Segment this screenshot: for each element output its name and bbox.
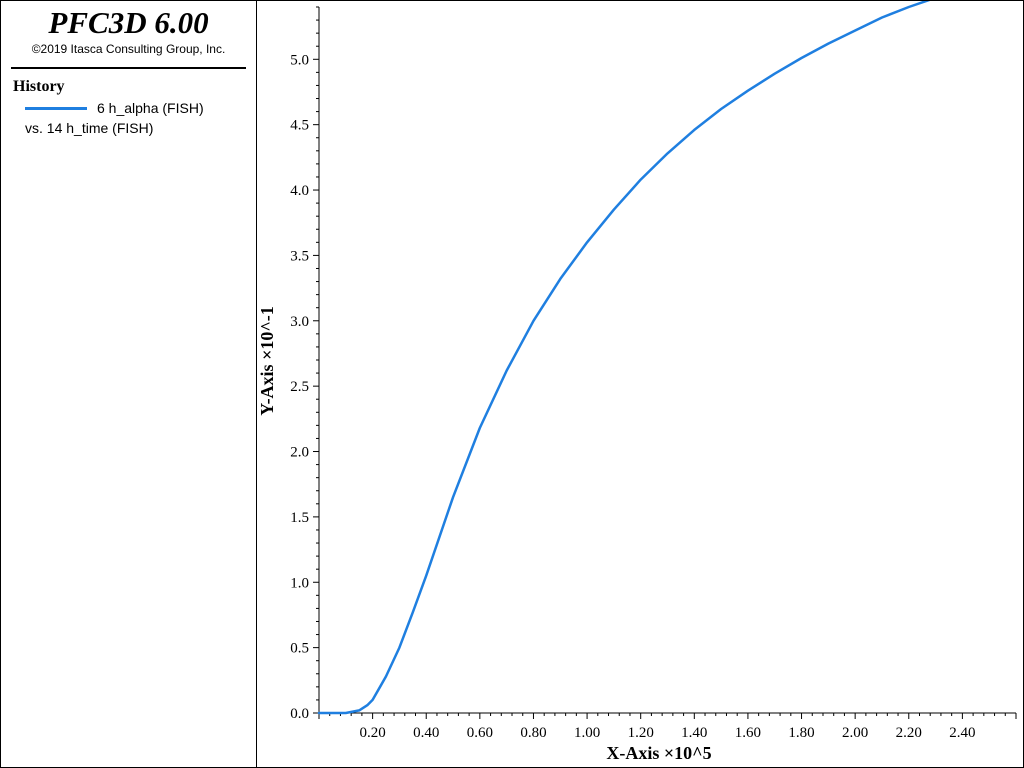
x-tick-label: 0.80: [520, 725, 546, 741]
x-tick-label: 1.00: [574, 725, 600, 741]
series-line-0: [317, 1, 931, 715]
legend-section-title: History: [13, 78, 65, 95]
y-tick-label: 2.5: [290, 379, 309, 395]
legend-swatch: [25, 107, 87, 110]
x-tick-label: 0.60: [467, 725, 493, 741]
x-tick-label: 1.80: [788, 725, 814, 741]
legend-entry-sublabel: vs. 14 h_time (FISH): [25, 120, 154, 136]
x-tick-label: 0.40: [413, 725, 439, 741]
x-tick-label: 1.40: [681, 725, 707, 741]
y-tick-label: 2.0: [290, 445, 309, 461]
y-tick-label: 0.5: [290, 641, 309, 657]
y-tick-label: 0.0: [290, 706, 309, 722]
app-title: PFC3D 6.00: [48, 5, 209, 40]
y-tick-label: 3.5: [290, 248, 309, 264]
copyright-text: ©2019 Itasca Consulting Group, Inc.: [31, 42, 226, 56]
ticks-layer: 0.0 0.5 1.0 1.5 2.0 2.5 3.0 3.5 4.0 4.5 5.0 0.20 0.4…: [290, 6, 1017, 741]
legend-panel: PFC3D 6.00 ©2019 Itasca Consulting Group…: [1, 1, 257, 767]
x-tick-label: 2.40: [949, 725, 975, 741]
legend-entry-label: 6 h_alpha (FISH): [97, 100, 204, 116]
x-tick-label: 2.00: [842, 725, 868, 741]
series-layer: [317, 1, 931, 715]
x-tick-label: 2.20: [896, 725, 922, 741]
y-tick-label: 1.0: [290, 575, 309, 591]
legend-divider: [11, 67, 246, 69]
y-tick-label: 4.0: [290, 183, 309, 199]
x-tick-label: 0.20: [359, 725, 385, 741]
y-axis-title: Y-Axis ×10^-1: [257, 306, 277, 416]
y-tick-label: 5.0: [290, 52, 309, 68]
y-tick-label: 3.0: [290, 314, 309, 330]
x-tick-label: 1.60: [735, 725, 761, 741]
x-axis-title: X-Axis ×10^5: [606, 743, 711, 763]
y-tick-label: 1.5: [290, 510, 309, 526]
x-tick-label: 1.20: [628, 725, 654, 741]
y-tick-label: 4.5: [290, 118, 309, 134]
chart-area: 0.0 0.5 1.0 1.5 2.0 2.5 3.0 3.5 4.0 4.5 5.0 0.20 0.4…: [257, 1, 1017, 763]
